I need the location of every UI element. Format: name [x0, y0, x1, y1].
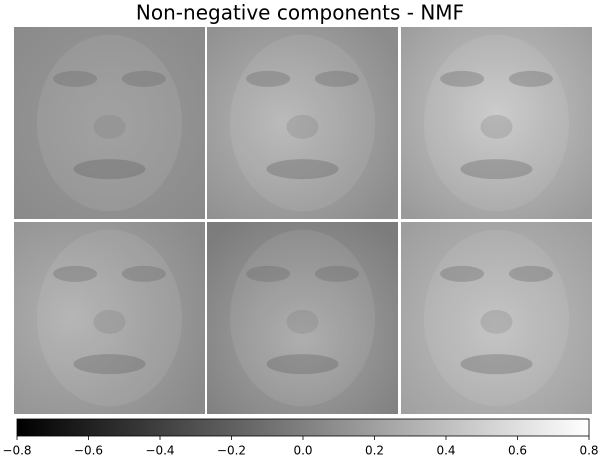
- eye-region: [440, 265, 485, 282]
- eye-region: [53, 265, 98, 282]
- x-tick-label: −0.6: [74, 444, 103, 458]
- x-tick-label: 0.2: [365, 444, 384, 458]
- face-shade: [229, 229, 376, 407]
- chart-title: Non-negative components - NMF: [136, 1, 464, 25]
- eye-region: [440, 70, 485, 87]
- x-tick-label: −0.2: [217, 444, 246, 458]
- x-tick-label: 0.0: [293, 444, 312, 458]
- x-tick-label: −0.4: [145, 444, 174, 458]
- face-shade: [423, 229, 570, 407]
- image-background: [207, 222, 398, 414]
- face-shade: [36, 229, 183, 407]
- nose-region: [286, 309, 319, 334]
- face-shade: [229, 34, 376, 212]
- eye-region: [246, 265, 291, 282]
- eye-region: [121, 265, 166, 282]
- x-tick-label: 0.6: [508, 444, 527, 458]
- mouth-region: [460, 354, 533, 375]
- nose-region: [480, 309, 513, 334]
- mouth-region: [73, 159, 146, 180]
- face-image: [401, 27, 592, 219]
- mouth-region: [73, 354, 146, 375]
- eye-region: [314, 265, 359, 282]
- image-background: [14, 222, 205, 414]
- face-image: [207, 27, 398, 219]
- x-tick-label: 0.4: [436, 444, 455, 458]
- eye-region: [508, 70, 553, 87]
- face-shade: [423, 34, 570, 212]
- x-tick-label: −0.8: [2, 444, 31, 458]
- x-tick-label: 0.8: [579, 444, 598, 458]
- face-image: [14, 222, 205, 414]
- eye-region: [314, 70, 359, 87]
- image-background: [401, 222, 592, 414]
- image-background: [14, 27, 205, 219]
- eye-region: [53, 70, 98, 87]
- eye-region: [121, 70, 166, 87]
- face-shade: [36, 34, 183, 212]
- face-image: [14, 27, 205, 219]
- nose-region: [286, 114, 319, 139]
- image-panels: [14, 27, 592, 414]
- mouth-region: [266, 354, 339, 375]
- face-image: [207, 222, 398, 414]
- image-background: [401, 27, 592, 219]
- face-image: [401, 222, 592, 414]
- mouth-region: [266, 159, 339, 180]
- nose-region: [93, 309, 126, 334]
- eye-region: [246, 70, 291, 87]
- nose-region: [93, 114, 126, 139]
- mouth-region: [460, 159, 533, 180]
- nose-region: [480, 114, 513, 139]
- colorbar: [16, 418, 590, 437]
- eye-region: [508, 265, 553, 282]
- image-background: [207, 27, 398, 219]
